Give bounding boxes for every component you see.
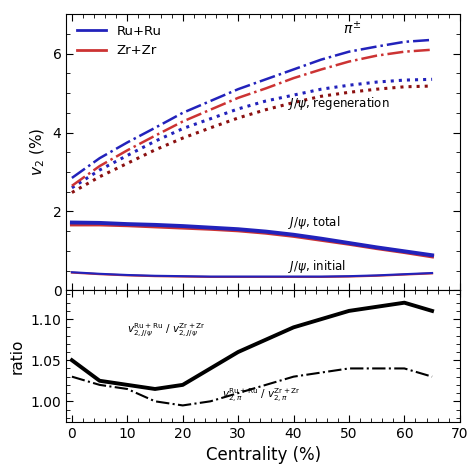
Text: $\pi^{\pm}$: $\pi^{\pm}$ — [344, 19, 362, 37]
X-axis label: Centrality (%): Centrality (%) — [206, 447, 320, 464]
Text: $J/\psi$, initial: $J/\psi$, initial — [288, 258, 346, 275]
Text: $v_{2,\pi}^{\rm Ru+Ru}$ / $v_{2,\pi}^{\rm Zr+Zr}$: $v_{2,\pi}^{\rm Ru+Ru}$ / $v_{2,\pi}^{\r… — [221, 387, 300, 405]
Y-axis label: ratio: ratio — [10, 338, 25, 374]
Text: $J/\psi$, regeneration: $J/\psi$, regeneration — [288, 95, 390, 112]
Y-axis label: $v_2$ (%): $v_2$ (%) — [28, 128, 47, 176]
Text: $J/\psi$, total: $J/\psi$, total — [288, 214, 340, 231]
Text: $v_{2,J/\psi}^{\rm Ru+Ru}$ / $v_{2,J/\psi}^{\rm Zr+Zr}$: $v_{2,J/\psi}^{\rm Ru+Ru}$ / $v_{2,J/\ps… — [128, 322, 206, 339]
Legend: Ru+Ru, Zr+Zr: Ru+Ru, Zr+Zr — [73, 21, 165, 61]
